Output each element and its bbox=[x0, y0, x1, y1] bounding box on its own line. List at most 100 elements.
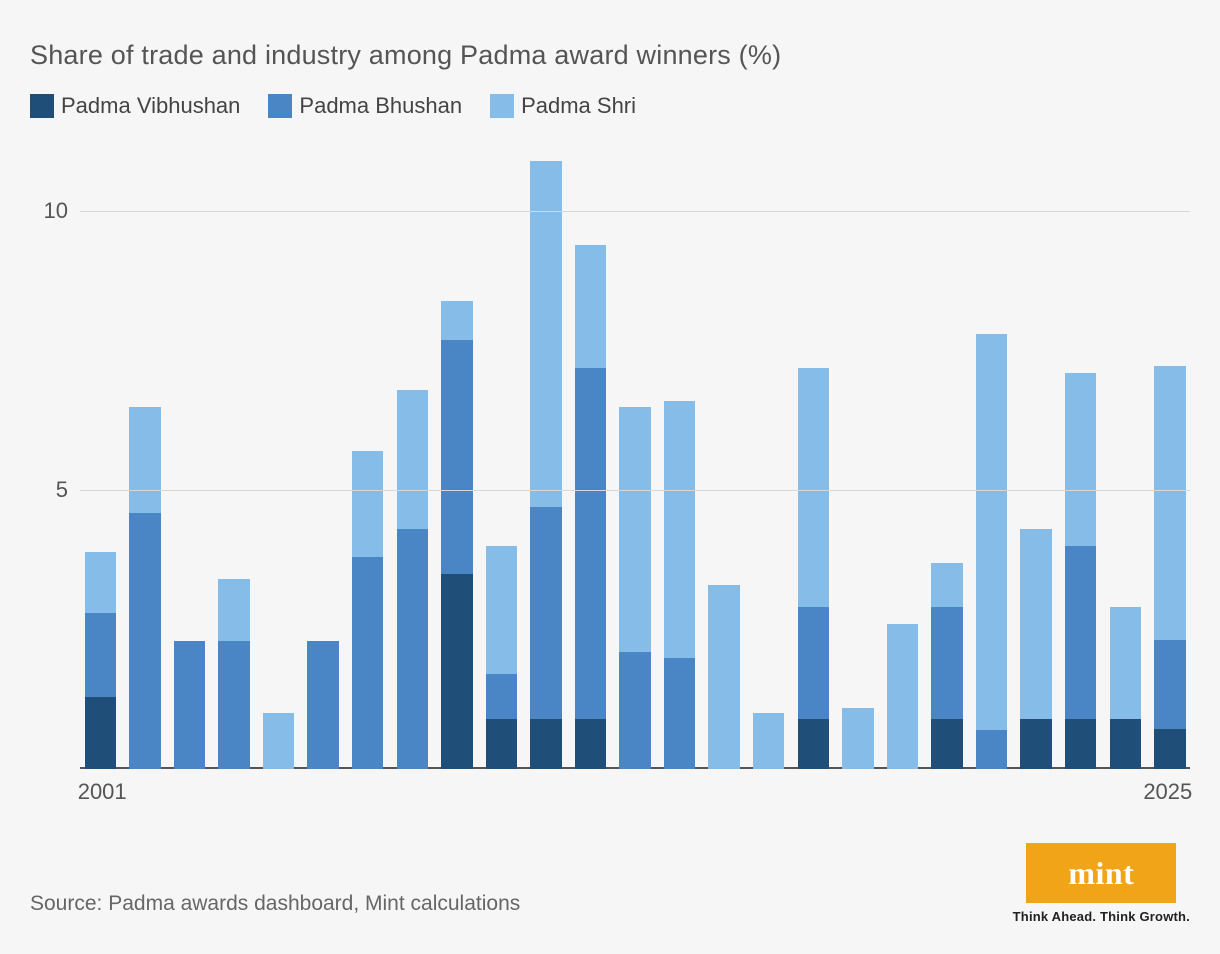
y-tick-label: 10 bbox=[44, 198, 68, 224]
bar-segment bbox=[530, 719, 561, 769]
bar-segment bbox=[1154, 366, 1185, 639]
bar-slot bbox=[706, 585, 743, 769]
bar-segment bbox=[530, 161, 561, 507]
bar-slot bbox=[929, 563, 966, 769]
bar-segment bbox=[129, 407, 160, 513]
bar-2005 bbox=[263, 713, 294, 769]
bar-slot bbox=[1062, 373, 1099, 769]
bar-2017 bbox=[798, 368, 829, 769]
bar-segment bbox=[619, 652, 650, 769]
brand-block: mint Think Ahead. Think Growth. bbox=[1013, 843, 1190, 924]
bar-slot bbox=[973, 334, 1010, 769]
legend-label: Padma Shri bbox=[521, 93, 636, 119]
bar-slot bbox=[260, 713, 297, 769]
bar-segment bbox=[85, 613, 116, 697]
bar-segment bbox=[129, 513, 160, 769]
bar-segment bbox=[753, 713, 784, 769]
brand-logo: mint bbox=[1026, 843, 1176, 903]
bar-segment bbox=[619, 407, 650, 652]
bar-segment bbox=[664, 658, 695, 770]
legend-swatch bbox=[268, 94, 292, 118]
bar-2001 bbox=[85, 552, 116, 769]
bar-2011 bbox=[530, 161, 561, 769]
bar-slot bbox=[483, 546, 520, 769]
bar-2016 bbox=[753, 713, 784, 769]
bar-2022 bbox=[1020, 529, 1051, 769]
bar-segment bbox=[530, 507, 561, 719]
bar-segment bbox=[1065, 719, 1096, 769]
bar-segment bbox=[85, 697, 116, 769]
legend-item: Padma Vibhushan bbox=[30, 93, 240, 119]
bar-slot bbox=[528, 161, 565, 769]
legend: Padma Vibhushan Padma Bhushan Padma Shri bbox=[30, 93, 1190, 119]
bar-2009 bbox=[441, 301, 472, 769]
bar-segment bbox=[708, 585, 739, 769]
chart-title: Share of trade and industry among Padma … bbox=[30, 40, 1190, 71]
bar-segment bbox=[1110, 607, 1141, 719]
legend-label: Padma Bhushan bbox=[299, 93, 462, 119]
bar-slot bbox=[439, 301, 476, 769]
bar-segment bbox=[798, 368, 829, 608]
bar-slot bbox=[349, 451, 386, 769]
bar-2025 bbox=[1154, 366, 1185, 769]
bar-segment bbox=[1020, 719, 1051, 769]
bar-segment bbox=[85, 552, 116, 613]
bar-segment bbox=[887, 624, 918, 769]
bar-slot bbox=[305, 641, 342, 769]
bar-segment bbox=[1020, 529, 1051, 719]
x-tick-label: 2001 bbox=[78, 779, 127, 805]
bar-slot bbox=[1018, 529, 1055, 769]
bar-slot bbox=[617, 407, 654, 769]
bar-segment bbox=[798, 719, 829, 769]
bar-2002 bbox=[129, 407, 160, 769]
bar-segment bbox=[441, 301, 472, 340]
bar-2004 bbox=[218, 579, 249, 769]
bar-slot bbox=[1107, 607, 1144, 769]
legend-swatch bbox=[490, 94, 514, 118]
gridline bbox=[80, 211, 1190, 212]
bar-2018 bbox=[842, 708, 873, 769]
bar-segment bbox=[218, 579, 249, 640]
bar-2014 bbox=[664, 401, 695, 769]
bar-segment bbox=[1154, 640, 1185, 729]
bar-segment bbox=[575, 368, 606, 719]
bar-segment bbox=[174, 641, 205, 769]
bar-segment bbox=[1065, 373, 1096, 546]
brand-name: mint bbox=[1068, 855, 1134, 892]
bar-segment bbox=[352, 451, 383, 557]
bar-2007 bbox=[352, 451, 383, 769]
bar-slot bbox=[171, 641, 208, 769]
bar-segment bbox=[307, 641, 338, 769]
bar-segment bbox=[842, 708, 873, 769]
bar-segment bbox=[931, 607, 962, 719]
bar-segment bbox=[798, 607, 829, 719]
bar-slot bbox=[884, 624, 921, 769]
bar-slot bbox=[1152, 366, 1189, 769]
y-tick-label: 5 bbox=[56, 477, 68, 503]
bar-2012 bbox=[575, 245, 606, 769]
bar-slot bbox=[661, 401, 698, 769]
bar-slot bbox=[216, 579, 253, 769]
bar-segment bbox=[1110, 719, 1141, 769]
bar-slot bbox=[394, 390, 431, 769]
bar-slot bbox=[572, 245, 609, 769]
bar-2006 bbox=[307, 641, 338, 769]
bar-segment bbox=[976, 730, 1007, 769]
bar-slot bbox=[840, 708, 877, 769]
bar-2010 bbox=[486, 546, 517, 769]
bar-2008 bbox=[397, 390, 428, 769]
bar-2015 bbox=[708, 585, 739, 769]
bar-segment bbox=[397, 390, 428, 529]
bar-slot bbox=[795, 368, 832, 769]
bar-segment bbox=[486, 546, 517, 674]
bar-segment bbox=[931, 563, 962, 608]
footer: Source: Padma awards dashboard, Mint cal… bbox=[30, 834, 1190, 924]
bar-segment bbox=[1065, 546, 1096, 719]
bar-2021 bbox=[976, 334, 1007, 769]
bar-segment bbox=[575, 719, 606, 769]
bar-segment bbox=[1154, 729, 1185, 769]
bar-slot bbox=[750, 713, 787, 769]
legend-label: Padma Vibhushan bbox=[61, 93, 240, 119]
chart-card: Share of trade and industry among Padma … bbox=[0, 0, 1220, 954]
bar-2024 bbox=[1110, 607, 1141, 769]
